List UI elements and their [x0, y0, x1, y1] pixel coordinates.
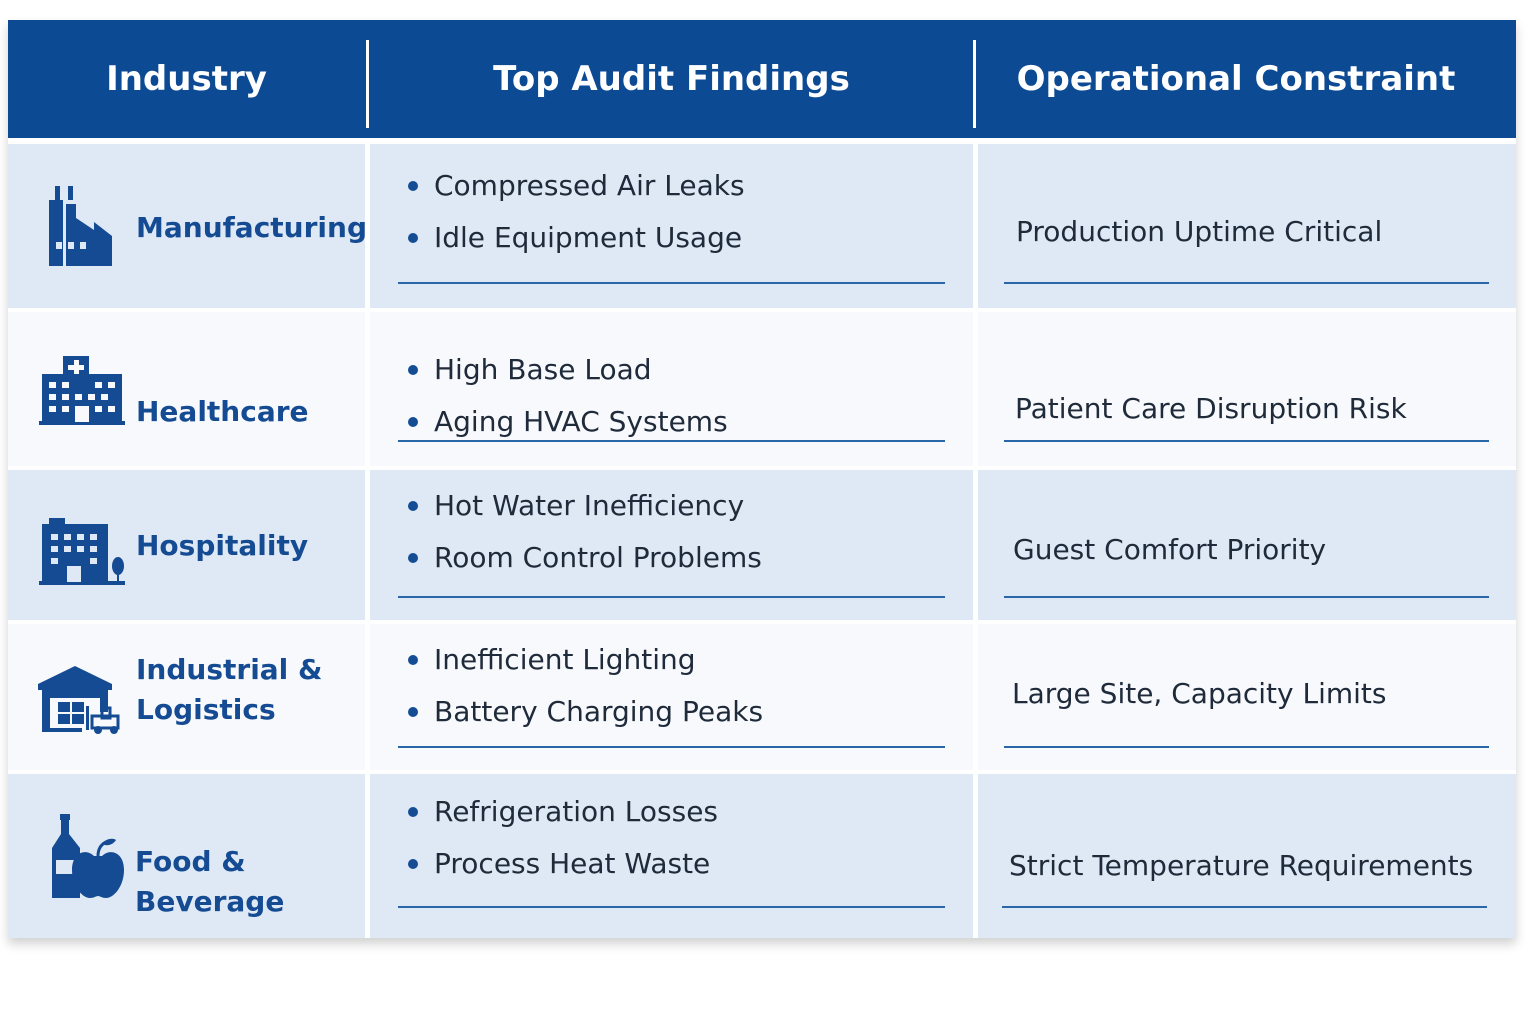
- findings-cell: High Base Load Aging HVAC Systems: [370, 312, 973, 466]
- divider: [398, 596, 945, 598]
- constraint-text: Production Uptime Critical: [1016, 215, 1383, 248]
- table-row: Manufacturing Compressed Air Leaks Idle …: [8, 144, 1516, 308]
- factory-icon: [49, 186, 112, 266]
- list-item: High Base Load: [408, 344, 728, 396]
- constraint-text: Patient Care Disruption Risk: [1015, 392, 1407, 425]
- constraint-cell: Guest Comfort Priority: [978, 470, 1516, 620]
- constraint-cell: Strict Temperature Requirements: [978, 774, 1516, 938]
- column-header-findings: Top Audit Findings: [493, 59, 850, 99]
- constraint-text: Large Site, Capacity Limits: [1012, 677, 1387, 710]
- constraint-text: Guest Comfort Priority: [1013, 533, 1327, 566]
- list-item: Aging HVAC Systems: [408, 396, 728, 448]
- hospital-icon: [39, 356, 125, 425]
- table-row: Industrial & Logistics Inefficient Light…: [8, 624, 1516, 770]
- table-row: Food & Beverage Refrigeration Losses Pro…: [8, 774, 1516, 938]
- findings-list: High Base Load Aging HVAC Systems: [408, 344, 728, 448]
- list-item: Hot Water Inefficiency: [408, 480, 762, 532]
- hotel-icon: [39, 518, 125, 585]
- divider: [398, 906, 945, 908]
- list-item: Compressed Air Leaks: [408, 160, 745, 212]
- list-item: Process Heat Waste: [408, 838, 718, 890]
- divider: [398, 746, 945, 748]
- industry-label-line: Industrial &: [136, 653, 323, 686]
- industry-cell: Industrial & Logistics: [8, 624, 365, 770]
- constraint-cell: Production Uptime Critical: [978, 144, 1516, 308]
- findings-cell: Compressed Air Leaks Idle Equipment Usag…: [370, 144, 973, 308]
- findings-list: Inefficient Lighting Battery Charging Pe…: [408, 634, 763, 738]
- industry-label: Hospitality: [136, 529, 309, 562]
- findings-cell: Refrigeration Losses Process Heat Waste: [370, 774, 973, 938]
- table-row: Hospitality Hot Water Inefficiency Room …: [8, 470, 1516, 620]
- industry-cell: Healthcare: [8, 312, 365, 466]
- divider: [1004, 596, 1489, 598]
- constraint-cell: Patient Care Disruption Risk: [978, 312, 1516, 466]
- findings-list: Hot Water Inefficiency Room Control Prob…: [408, 480, 762, 584]
- constraint-cell: Large Site, Capacity Limits: [978, 624, 1516, 770]
- divider: [1004, 746, 1489, 748]
- column-header-industry: Industry: [106, 59, 267, 99]
- divider: [1004, 282, 1489, 284]
- table-row: Healthcare High Base Load Aging HVAC Sys…: [8, 312, 1516, 466]
- findings-list: Compressed Air Leaks Idle Equipment Usag…: [408, 160, 745, 264]
- constraint-text: Strict Temperature Requirements: [1009, 849, 1474, 882]
- table-header: Industry Top Audit Findings Operational …: [8, 20, 1516, 138]
- industry-label: Food & Beverage: [135, 845, 285, 918]
- industry-cell: Manufacturing: [8, 144, 367, 308]
- header-divider: [366, 40, 369, 128]
- divider: [1004, 440, 1489, 442]
- column-header-constraint: Operational Constraint: [1016, 59, 1456, 99]
- bottle-apple-icon: [52, 814, 124, 898]
- divider: [398, 440, 945, 442]
- divider: [398, 282, 945, 284]
- findings-cell: Inefficient Lighting Battery Charging Pe…: [370, 624, 973, 770]
- industry-label: Industrial & Logistics: [136, 650, 322, 730]
- list-item: Battery Charging Peaks: [408, 686, 763, 738]
- industry-cell: Food & Beverage: [8, 774, 365, 938]
- list-item: Refrigeration Losses: [408, 786, 718, 838]
- divider: [1002, 906, 1487, 908]
- industry-label: Manufacturing: [136, 211, 367, 244]
- industry-cell: Hospitality: [8, 470, 365, 620]
- list-item: Idle Equipment Usage: [408, 212, 745, 264]
- findings-list: Refrigeration Losses Process Heat Waste: [408, 786, 718, 890]
- list-item: Inefficient Lighting: [408, 634, 763, 686]
- list-item: Room Control Problems: [408, 532, 762, 584]
- header-divider: [973, 40, 976, 128]
- warehouse-forklift-icon: [38, 666, 120, 734]
- industry-label: Healthcare: [136, 395, 309, 428]
- audit-findings-table: Industry Top Audit Findings Operational …: [8, 20, 1516, 938]
- industry-label-line: Logistics: [136, 693, 276, 726]
- findings-cell: Hot Water Inefficiency Room Control Prob…: [370, 470, 973, 620]
